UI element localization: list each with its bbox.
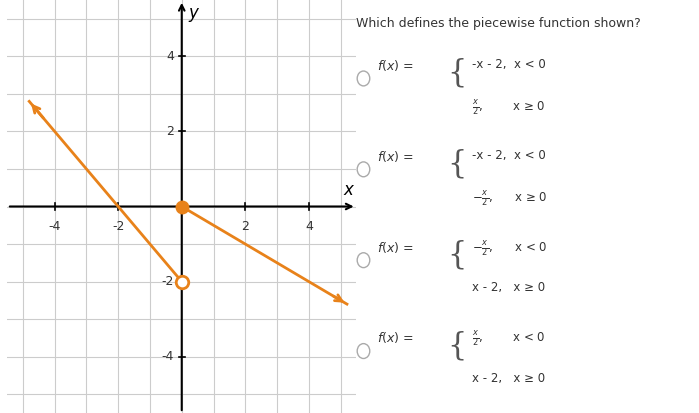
Text: -2: -2 bbox=[112, 220, 124, 233]
Text: 2: 2 bbox=[166, 125, 174, 138]
Text: Which defines the piecewise function shown?: Which defines the piecewise function sho… bbox=[356, 17, 641, 29]
Text: x - 2,   x ≥ 0: x - 2, x ≥ 0 bbox=[472, 372, 545, 385]
Text: 4: 4 bbox=[305, 220, 312, 233]
Text: -4: -4 bbox=[161, 350, 174, 363]
Text: $-\frac{x}{2}$,      x < 0: $-\frac{x}{2}$, x < 0 bbox=[472, 240, 547, 259]
Text: 4: 4 bbox=[166, 50, 174, 63]
Text: y: y bbox=[188, 4, 198, 22]
Text: $f(x)$ =: $f(x)$ = bbox=[377, 240, 415, 254]
Text: -2: -2 bbox=[161, 275, 174, 288]
Text: {: { bbox=[447, 330, 467, 361]
Text: {: { bbox=[447, 58, 467, 89]
Text: -x - 2,  x < 0: -x - 2, x < 0 bbox=[472, 58, 546, 71]
Text: -4: -4 bbox=[48, 220, 61, 233]
Text: x: x bbox=[343, 181, 353, 199]
Text: $f(x)$ =: $f(x)$ = bbox=[377, 58, 415, 73]
Text: $f(x)$ =: $f(x)$ = bbox=[377, 330, 415, 345]
Text: $f(x)$ =: $f(x)$ = bbox=[377, 149, 415, 164]
Text: {: { bbox=[447, 149, 467, 180]
Text: $-\frac{x}{2}$,      x ≥ 0: $-\frac{x}{2}$, x ≥ 0 bbox=[472, 190, 547, 209]
Text: -x - 2,  x < 0: -x - 2, x < 0 bbox=[472, 149, 546, 161]
Text: $\frac{x}{2}$,        x ≥ 0: $\frac{x}{2}$, x ≥ 0 bbox=[472, 99, 545, 118]
Text: 2: 2 bbox=[241, 220, 250, 233]
Text: x - 2,   x ≥ 0: x - 2, x ≥ 0 bbox=[472, 281, 545, 294]
Text: {: { bbox=[447, 240, 467, 271]
Text: $\frac{x}{2}$,        x < 0: $\frac{x}{2}$, x < 0 bbox=[472, 330, 545, 349]
